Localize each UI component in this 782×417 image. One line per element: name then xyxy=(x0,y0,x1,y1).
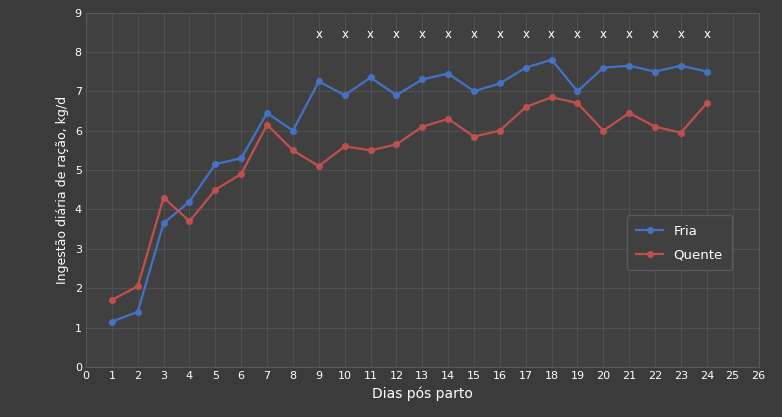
Text: x: x xyxy=(315,28,322,41)
Legend: Fria, Quente: Fria, Quente xyxy=(627,216,732,270)
Fria xyxy=(289,128,298,133)
Fria xyxy=(107,319,117,324)
Quente xyxy=(599,128,608,133)
Text: x: x xyxy=(367,28,374,41)
Fria xyxy=(263,111,272,116)
Text: x: x xyxy=(341,28,348,41)
Quente xyxy=(159,195,168,200)
Fria xyxy=(443,71,453,76)
Quente xyxy=(651,124,660,129)
Y-axis label: Ingestão diária de ração, kg/d: Ingestão diária de ração, kg/d xyxy=(56,95,69,284)
Text: x: x xyxy=(419,28,425,41)
Quente xyxy=(625,111,634,116)
Text: x: x xyxy=(703,28,710,41)
Fria xyxy=(314,79,324,84)
Fria xyxy=(210,162,220,167)
Quente xyxy=(547,95,556,100)
Fria xyxy=(236,156,246,161)
Fria xyxy=(418,77,427,82)
Text: x: x xyxy=(626,28,633,41)
Fria xyxy=(625,63,634,68)
Fria xyxy=(547,57,556,62)
Text: x: x xyxy=(574,28,581,41)
Fria xyxy=(702,69,712,74)
Text: x: x xyxy=(600,28,607,41)
Quente xyxy=(314,163,324,168)
Text: x: x xyxy=(497,28,504,41)
Line: Quente: Quente xyxy=(109,94,709,303)
Fria xyxy=(340,93,350,98)
Fria xyxy=(495,81,504,86)
Fria xyxy=(651,69,660,74)
Text: x: x xyxy=(471,28,478,41)
Quente xyxy=(418,124,427,129)
Quente xyxy=(133,284,142,289)
Text: x: x xyxy=(445,28,452,41)
Text: x: x xyxy=(677,28,684,41)
Fria xyxy=(133,309,142,314)
Quente xyxy=(676,130,686,135)
Quente xyxy=(236,171,246,176)
Quente xyxy=(263,122,272,127)
Quente xyxy=(289,148,298,153)
Fria xyxy=(392,93,401,98)
Quente xyxy=(521,105,530,110)
Quente xyxy=(572,100,582,106)
Fria xyxy=(366,75,375,80)
Text: x: x xyxy=(522,28,529,41)
Quente xyxy=(366,148,375,153)
Text: x: x xyxy=(393,28,400,41)
Quente xyxy=(443,116,453,121)
Quente xyxy=(107,297,117,302)
Fria xyxy=(676,63,686,68)
Quente xyxy=(495,128,504,133)
Fria xyxy=(159,221,168,226)
Line: Fria: Fria xyxy=(109,57,709,324)
Text: x: x xyxy=(651,28,658,41)
Fria xyxy=(599,65,608,70)
Fria xyxy=(469,89,479,94)
Fria xyxy=(572,89,582,94)
Quente xyxy=(469,134,479,139)
Quente xyxy=(185,219,194,224)
Quente xyxy=(340,144,350,149)
Quente xyxy=(210,187,220,192)
Fria xyxy=(185,199,194,204)
Fria xyxy=(521,65,530,70)
X-axis label: Dias pós parto: Dias pós parto xyxy=(372,387,472,401)
Quente xyxy=(702,100,712,106)
Text: x: x xyxy=(548,28,555,41)
Quente xyxy=(392,142,401,147)
